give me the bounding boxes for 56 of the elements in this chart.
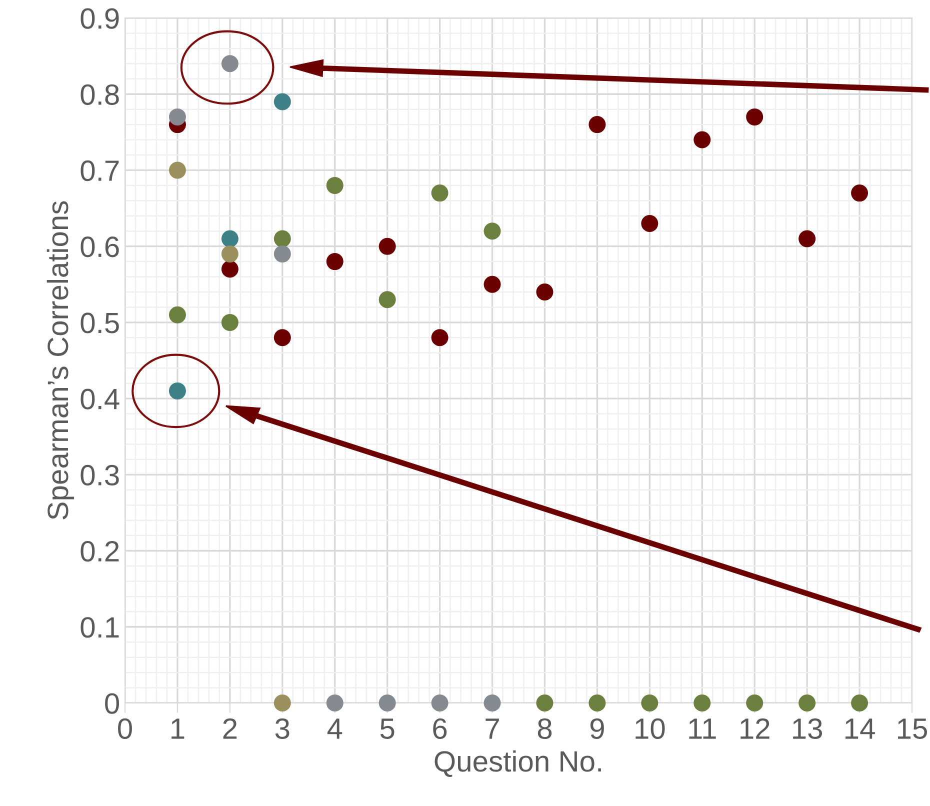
point [274,93,291,110]
point [378,291,396,308]
y-tick-label: 0.5 [80,312,119,334]
x-tick-label: 2 [223,718,237,739]
x-tick-label: 15 [898,718,927,740]
point [588,116,606,134]
x-axis-title: Question No. [434,750,601,777]
point [484,276,501,293]
point [221,245,238,262]
point [378,238,396,255]
x-tick-label: 0 [118,718,132,740]
point [168,306,186,324]
point [326,176,344,194]
y-tick-label: 0.1 [80,617,119,638]
y-tick-label: 0.2 [80,540,119,562]
x-tick-label: 3 [275,718,290,740]
y-tick-label: 0.7 [80,160,119,182]
point [798,230,816,248]
x-tick-label: 5 [380,718,394,740]
y-tick-label: 0.6 [80,236,119,258]
point [274,245,291,262]
point [536,283,554,301]
point [431,329,448,346]
x-tick-label: 1 [172,718,184,739]
x-tick-label: 11 [689,718,716,739]
x-tick-label: 6 [433,718,447,740]
point [641,214,658,232]
x-tick-label: 13 [793,718,822,740]
y-tick-label: 0.3 [80,464,119,486]
point [221,260,238,278]
x-tick-label: 4 [327,718,342,739]
point [274,329,291,346]
point [484,222,501,240]
y-axis-title: Spearman’s Correlations [46,201,74,520]
point [221,314,238,331]
x-tick-label: 8 [538,718,552,740]
point [221,55,238,72]
point [851,184,868,202]
point [221,230,238,248]
y-tick-label: 0.8 [80,84,119,105]
x-tick-label: 12 [740,718,770,739]
point [694,131,711,148]
point [326,253,344,270]
point [168,108,186,126]
point [746,108,764,126]
point [274,230,291,248]
point [168,162,186,179]
x-tick-label: 10 [636,718,665,740]
point [431,184,448,202]
y-tick-label: 0.9 [80,8,119,29]
x-tick-label: 9 [590,718,604,740]
point [168,382,186,400]
x-tick-label: 14 [846,718,875,739]
y-tick-label: 0.4 [80,388,120,410]
y-tick-label: 0 [105,693,119,714]
x-tick-label: 7 [486,718,499,739]
